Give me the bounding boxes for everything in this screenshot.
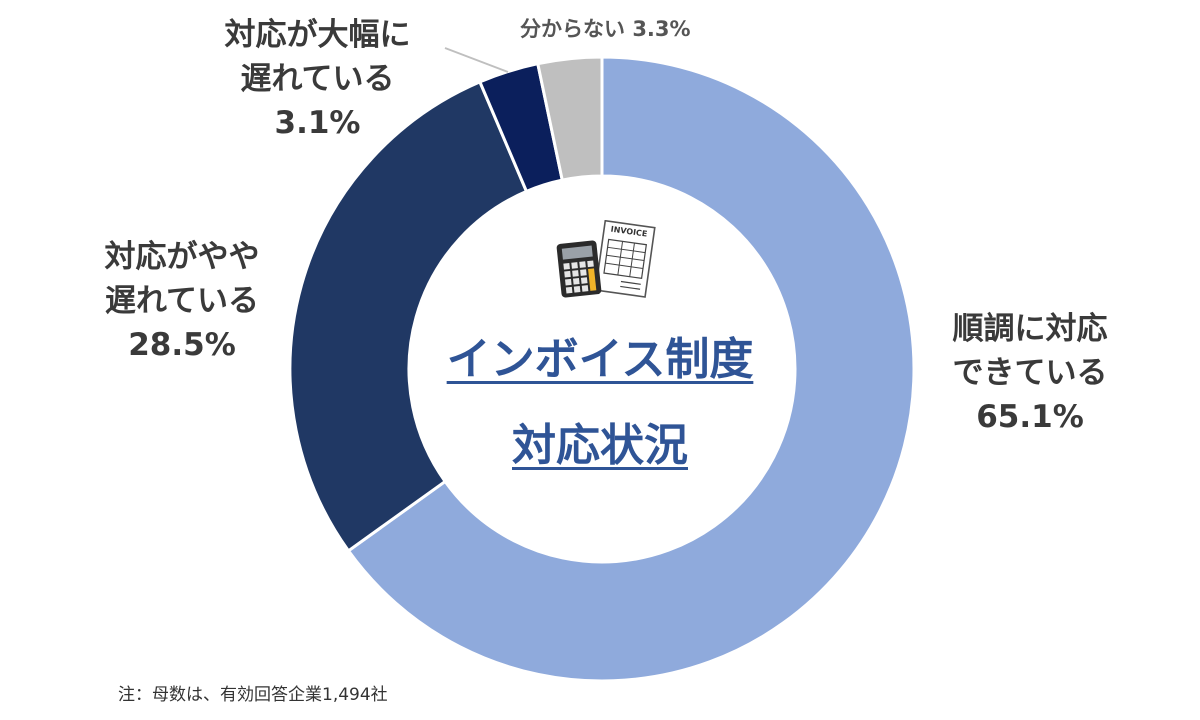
slice-pct-slightly-behind: 28.5% — [128, 327, 236, 363]
chart-title-line-2-text: 対応状況 — [512, 420, 688, 471]
slice-label-slightly-behind-line-2: 遅れている — [104, 283, 260, 319]
slice-label-greatly-behind: 対応が大幅に 遅れている 3.1% — [200, 13, 435, 145]
slice-label-slightly-behind: 対応がやや 遅れている 28.5% — [82, 235, 282, 367]
slice-label-on-track-line-2: できている — [952, 355, 1108, 391]
slice-label-unknown: 分からない 3.3% — [520, 14, 691, 44]
footnote: 注：母数は、有効回答企業1,494社 — [118, 685, 388, 705]
slice-label-on-track-line-1: 順調に対応 — [952, 311, 1108, 347]
invoice-icon: INVOICE — [594, 220, 656, 298]
chart-title-line-2: 対応状況 — [380, 418, 820, 474]
slice-label-greatly-behind-line-2: 遅れている — [240, 61, 395, 97]
chart-title-line-1: インボイス制度 — [380, 332, 820, 388]
leader-line — [444, 47, 509, 73]
slices-group — [288, 55, 916, 683]
slice-on-track — [346, 55, 916, 683]
slice-unknown — [535, 55, 604, 182]
slice-pct-unknown: 3.3% — [632, 17, 691, 41]
slice-slightly-behind — [288, 79, 529, 553]
calculator-icon — [556, 240, 602, 298]
slice-label-unknown-text: 分からない — [520, 17, 625, 41]
slice-label-on-track: 順調に対応 できている 65.1% — [935, 307, 1125, 439]
slice-pct-on-track: 65.1% — [976, 399, 1084, 435]
slice-label-greatly-behind-line-1: 対応が大幅に — [224, 17, 411, 53]
chart-title-line-1-text: インボイス制度 — [446, 334, 754, 385]
slice-pct-greatly-behind: 3.1% — [274, 105, 361, 141]
slice-label-slightly-behind-line-1: 対応がやや — [104, 239, 260, 275]
